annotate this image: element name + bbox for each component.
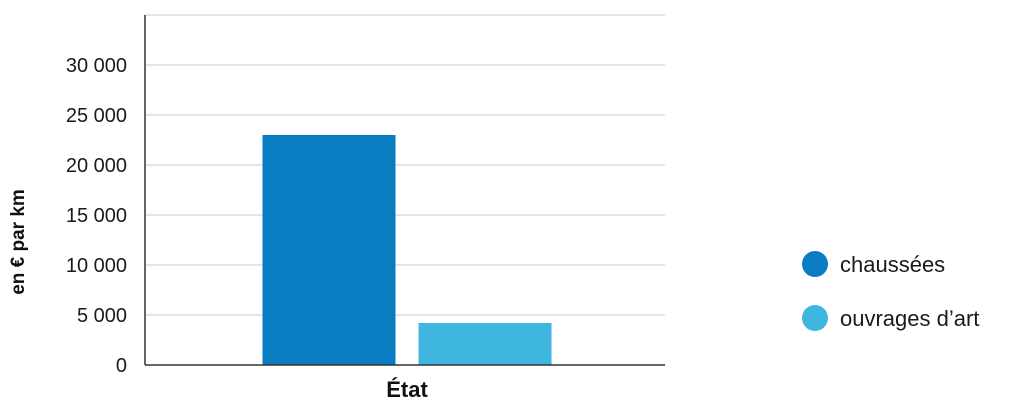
y-tick-label: 20 000: [66, 155, 127, 177]
bars: [262, 135, 552, 365]
category-label: État: [386, 377, 428, 402]
gridlines: [145, 14, 665, 316]
y-tick-label: 5 000: [77, 305, 127, 327]
legend-label: ouvrages d’art: [840, 306, 979, 331]
bar-ouvrages-dart: [418, 323, 552, 365]
legend: chaussées ouvrages d’art: [802, 251, 979, 331]
y-tick-label: 15 000: [66, 205, 127, 227]
y-axis-tick-labels: 0 5 000 10 000 15 000 20 000 25 000 30 000: [66, 55, 127, 377]
y-tick-label: 0: [116, 355, 127, 377]
legend-label: chaussées: [840, 252, 945, 277]
bar-chaussees: [262, 135, 396, 365]
y-tick-label: 30 000: [66, 55, 127, 77]
y-tick-label: 25 000: [66, 105, 127, 127]
y-tick-label: 10 000: [66, 255, 127, 277]
legend-swatch: [802, 251, 828, 277]
y-axis-title: en € par km: [8, 189, 29, 295]
legend-swatch: [802, 305, 828, 331]
